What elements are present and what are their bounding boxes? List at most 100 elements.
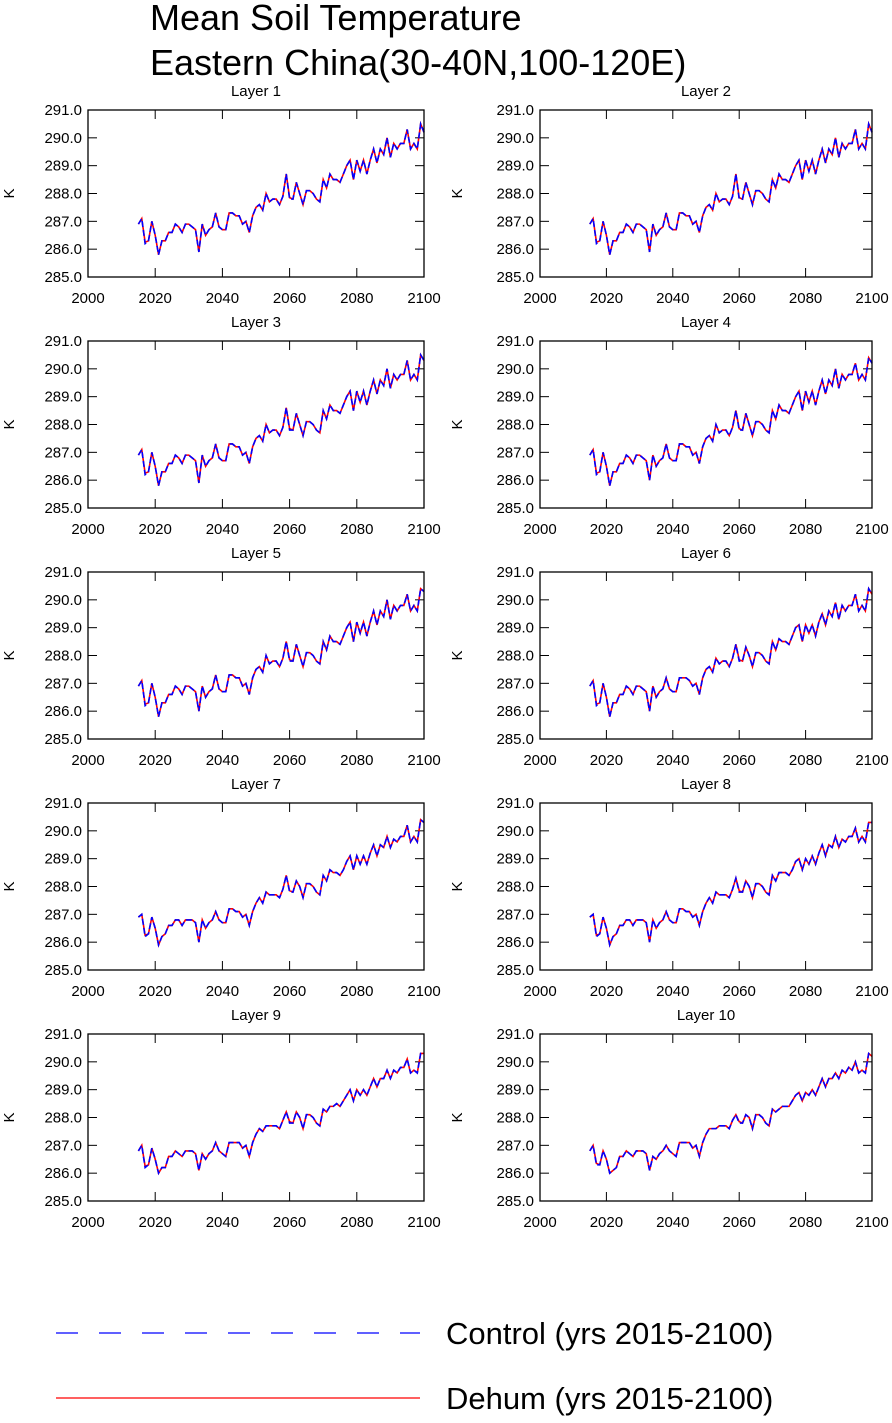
y-tick-label: 290.0 [44,823,82,840]
x-tick-label: 2060 [273,983,306,1000]
panel: Layer 10 K 285.0 286.0 287.0 288.0 289.0 290.0 2… [449,1007,889,1231]
x-tick-label: 2020 [139,521,172,538]
x-tick-label: 2000 [523,290,556,307]
x-tick-label: 2040 [206,290,239,307]
panel: Layer 6 K 285.0 286.0 287.0 288.0 289.0 290.0 29… [449,545,889,769]
y-tick-label: 285.0 [496,500,534,517]
x-tick-label: 2000 [523,752,556,769]
x-tick-label: 2060 [723,290,756,307]
y-tick-label: 291.0 [44,795,82,812]
y-axis-label: K [1,419,18,429]
y-tick-label: 289.0 [44,389,82,406]
series-line [137,818,425,948]
x-tick-label: 2000 [523,1214,556,1231]
plot-frame [539,571,873,740]
panel: Layer 7 K 285.0 286.0 287.0 288.0 289.0 290.0 29… [1,776,441,1000]
x-tick-label: 2020 [139,1214,172,1231]
y-tick-label: 290.0 [44,592,82,609]
x-tick-label: 2060 [273,752,306,769]
y-tick-label: 288.0 [496,186,534,203]
y-tick-label: 291.0 [496,102,534,119]
panel: Layer 3 K 285.0 286.0 287.0 288.0 289.0 290.0 29… [1,314,441,538]
y-tick-label: 285.0 [44,1193,82,1210]
x-tick-label: 2100 [855,290,888,307]
y-tick-label: 287.0 [496,213,534,230]
panel-title: Layer 4 [681,314,731,331]
x-tick-label: 2060 [723,521,756,538]
panel: Layer 2 K 285.0 286.0 287.0 288.0 289.0 290.0 29… [449,83,889,307]
panel: Layer 5 K 285.0 286.0 287.0 288.0 289.0 290.0 29… [1,545,441,769]
y-tick-label: 291.0 [44,564,82,581]
panel-title: Layer 1 [231,83,281,100]
x-tick-label: 2080 [340,1214,373,1231]
x-tick-label: 2080 [789,521,822,538]
x-tick-label: 2040 [206,983,239,1000]
y-tick-label: 288.0 [496,648,534,665]
y-tick-label: 290.0 [496,592,534,609]
y-tick-label: 289.0 [496,620,534,637]
x-tick-label: 2020 [139,752,172,769]
y-axis-label: K [1,881,18,891]
y-tick-label: 288.0 [44,1110,82,1127]
y-tick-label: 291.0 [496,564,534,581]
x-tick-label: 2100 [407,290,440,307]
x-tick-label: 2060 [723,1214,756,1231]
main-subtitle: Eastern China(30-40N,100-120E) [150,42,686,83]
x-tick-label: 2040 [656,1214,689,1231]
y-tick-label: 287.0 [44,1137,82,1154]
series-line [137,1052,424,1176]
panel: Layer 1 K 285.0 286.0 287.0 288.0 289.0 290.0 29… [1,83,441,307]
x-tick-label: 2060 [723,752,756,769]
y-tick-label: 291.0 [496,333,534,350]
y-tick-label: 286.0 [496,241,534,258]
plot-frame [87,571,425,740]
x-tick-label: 2080 [340,290,373,307]
x-tick-label: 2040 [206,752,239,769]
series-line [137,818,425,948]
panel-title: Layer 6 [681,545,731,562]
panel-title: Layer 8 [681,776,731,793]
y-tick-label: 290.0 [44,1054,82,1071]
y-tick-label: 289.0 [44,158,82,175]
x-tick-label: 2060 [723,983,756,1000]
x-tick-label: 2080 [789,983,822,1000]
y-tick-label: 288.0 [44,648,82,665]
series-line [137,120,425,255]
x-tick-label: 2020 [139,290,172,307]
y-tick-label: 286.0 [44,703,82,720]
y-tick-label: 290.0 [496,361,534,378]
y-tick-label: 288.0 [44,879,82,896]
panel-title: Layer 9 [231,1007,281,1024]
y-axis-label: K [1,188,18,198]
y-tick-label: 287.0 [44,213,82,230]
x-tick-label: 2040 [206,521,239,538]
y-tick-label: 285.0 [496,962,534,979]
y-tick-label: 290.0 [44,361,82,378]
y-tick-label: 285.0 [44,269,82,286]
x-tick-label: 2100 [407,983,440,1000]
main-title: Mean Soil Temperature [150,0,522,38]
y-tick-label: 289.0 [44,1082,82,1099]
plot-frame [87,340,425,509]
plot-frame [87,1033,425,1202]
x-tick-label: 2040 [656,752,689,769]
series-line [137,120,425,255]
x-tick-label: 2000 [71,752,104,769]
y-tick-label: 287.0 [496,1137,534,1154]
x-tick-label: 2000 [71,1214,104,1231]
panel: Layer 9 K 285.0 286.0 287.0 288.0 289.0 290.0 29… [1,1007,441,1231]
series-line [137,587,425,717]
y-tick-label: 290.0 [496,130,534,147]
plot-frame [539,802,873,971]
plot-frame [539,109,873,278]
plot-frame [87,109,425,278]
x-tick-label: 2040 [656,521,689,538]
y-tick-label: 288.0 [496,879,534,896]
x-tick-label: 2080 [340,752,373,769]
series-line [589,355,873,486]
y-tick-label: 287.0 [44,444,82,461]
y-tick-label: 286.0 [44,241,82,258]
y-axis-label: K [449,650,466,660]
panel-title: Layer 10 [677,1007,735,1024]
series-line [137,352,425,486]
